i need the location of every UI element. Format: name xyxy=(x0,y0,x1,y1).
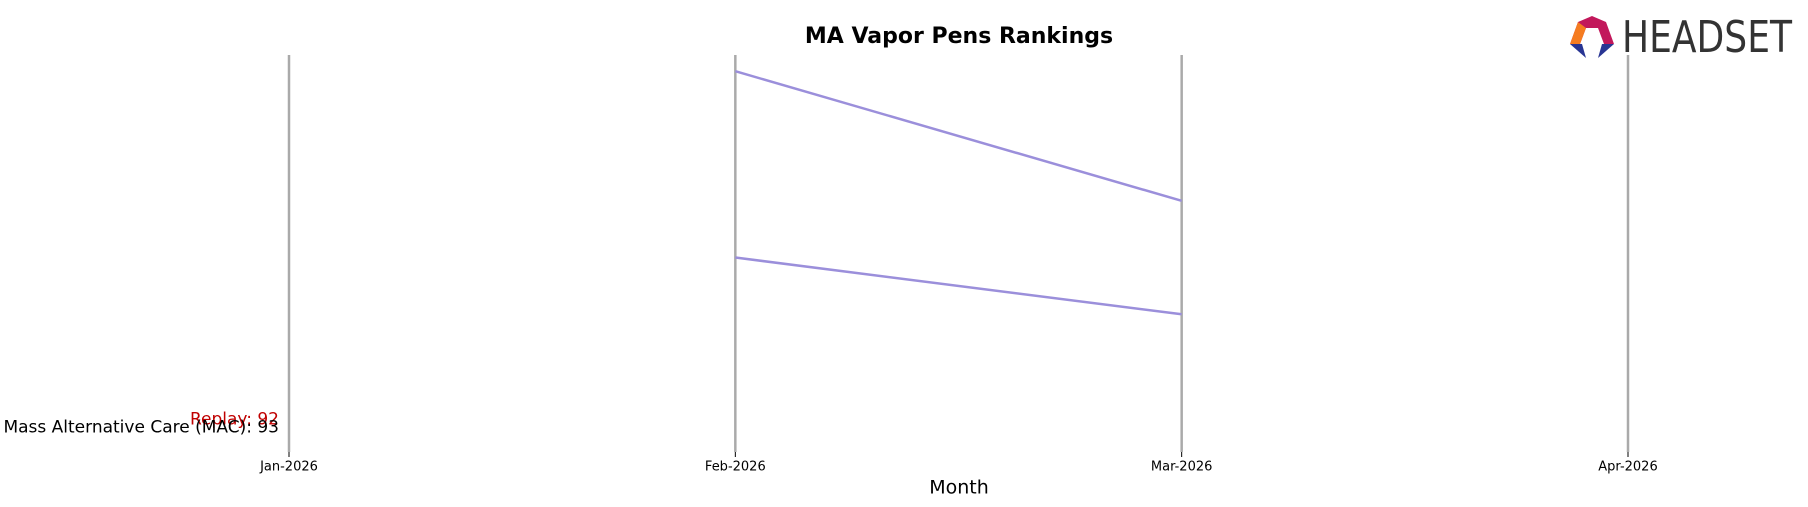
x-tick-label: Mar-2026 xyxy=(1151,460,1212,475)
rank-line xyxy=(734,70,1183,203)
rank-label: Mass Alternative Care (MAC): 93 xyxy=(3,418,279,438)
logo: HEADSET xyxy=(1570,12,1792,63)
x-tick-label: Feb-2026 xyxy=(705,460,766,475)
x-tick-label: Jan-2026 xyxy=(259,460,318,475)
rank-line xyxy=(735,256,1182,316)
x-tick-label: Apr-2026 xyxy=(1598,460,1657,475)
x-axis-label: Month xyxy=(929,477,989,499)
logo-icon-part xyxy=(1598,44,1614,58)
rank-label: Replay: 92 xyxy=(190,410,279,430)
chart-title: MA Vapor Pens Rankings xyxy=(805,24,1113,49)
logo-text: HEADSET xyxy=(1622,12,1792,63)
logo-icon-part xyxy=(1570,22,1586,44)
logo-icon-part xyxy=(1570,44,1586,58)
